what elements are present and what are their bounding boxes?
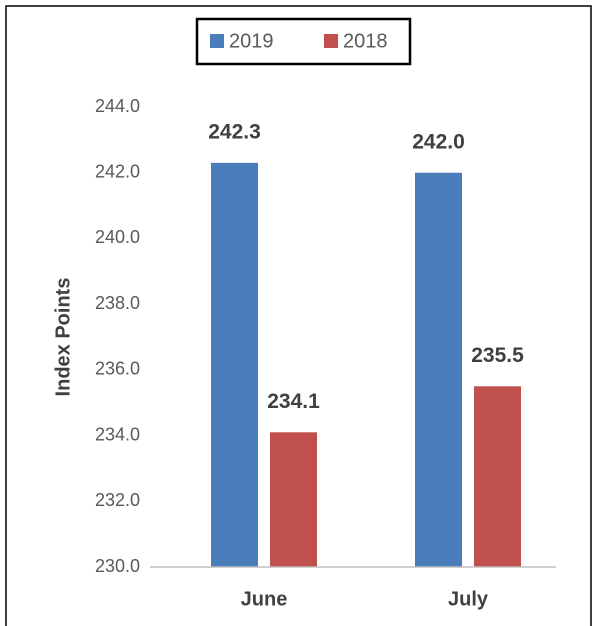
- legend-swatch: [324, 34, 338, 48]
- bar: [474, 386, 521, 567]
- x-tick-label: June: [241, 588, 288, 610]
- y-tick-label: 230.0: [95, 556, 140, 576]
- y-tick-label: 238.0: [95, 293, 140, 313]
- legend-label: 2018: [343, 30, 388, 52]
- y-axis-title: Index Points: [52, 278, 74, 397]
- data-label: 242.3: [208, 120, 261, 143]
- y-tick-label: 244.0: [95, 96, 140, 116]
- frame: [5, 5, 592, 626]
- legend-box: [195, 17, 412, 66]
- legend-swatch: [210, 34, 224, 48]
- data-label: 242.0: [412, 130, 465, 153]
- bar: [415, 172, 462, 567]
- y-tick-label: 242.0: [95, 161, 140, 181]
- x-tick-label: July: [448, 588, 489, 610]
- y-tick-label: 234.0: [95, 424, 140, 444]
- y-tick-label: 232.0: [95, 490, 140, 510]
- bar: [270, 432, 317, 567]
- data-label: 235.5: [471, 344, 524, 367]
- legend-label: 2019: [229, 30, 274, 52]
- data-label: 234.1: [267, 390, 320, 413]
- y-tick-label: 236.0: [95, 359, 140, 379]
- y-tick-label: 240.0: [95, 227, 140, 247]
- bar: [211, 162, 258, 567]
